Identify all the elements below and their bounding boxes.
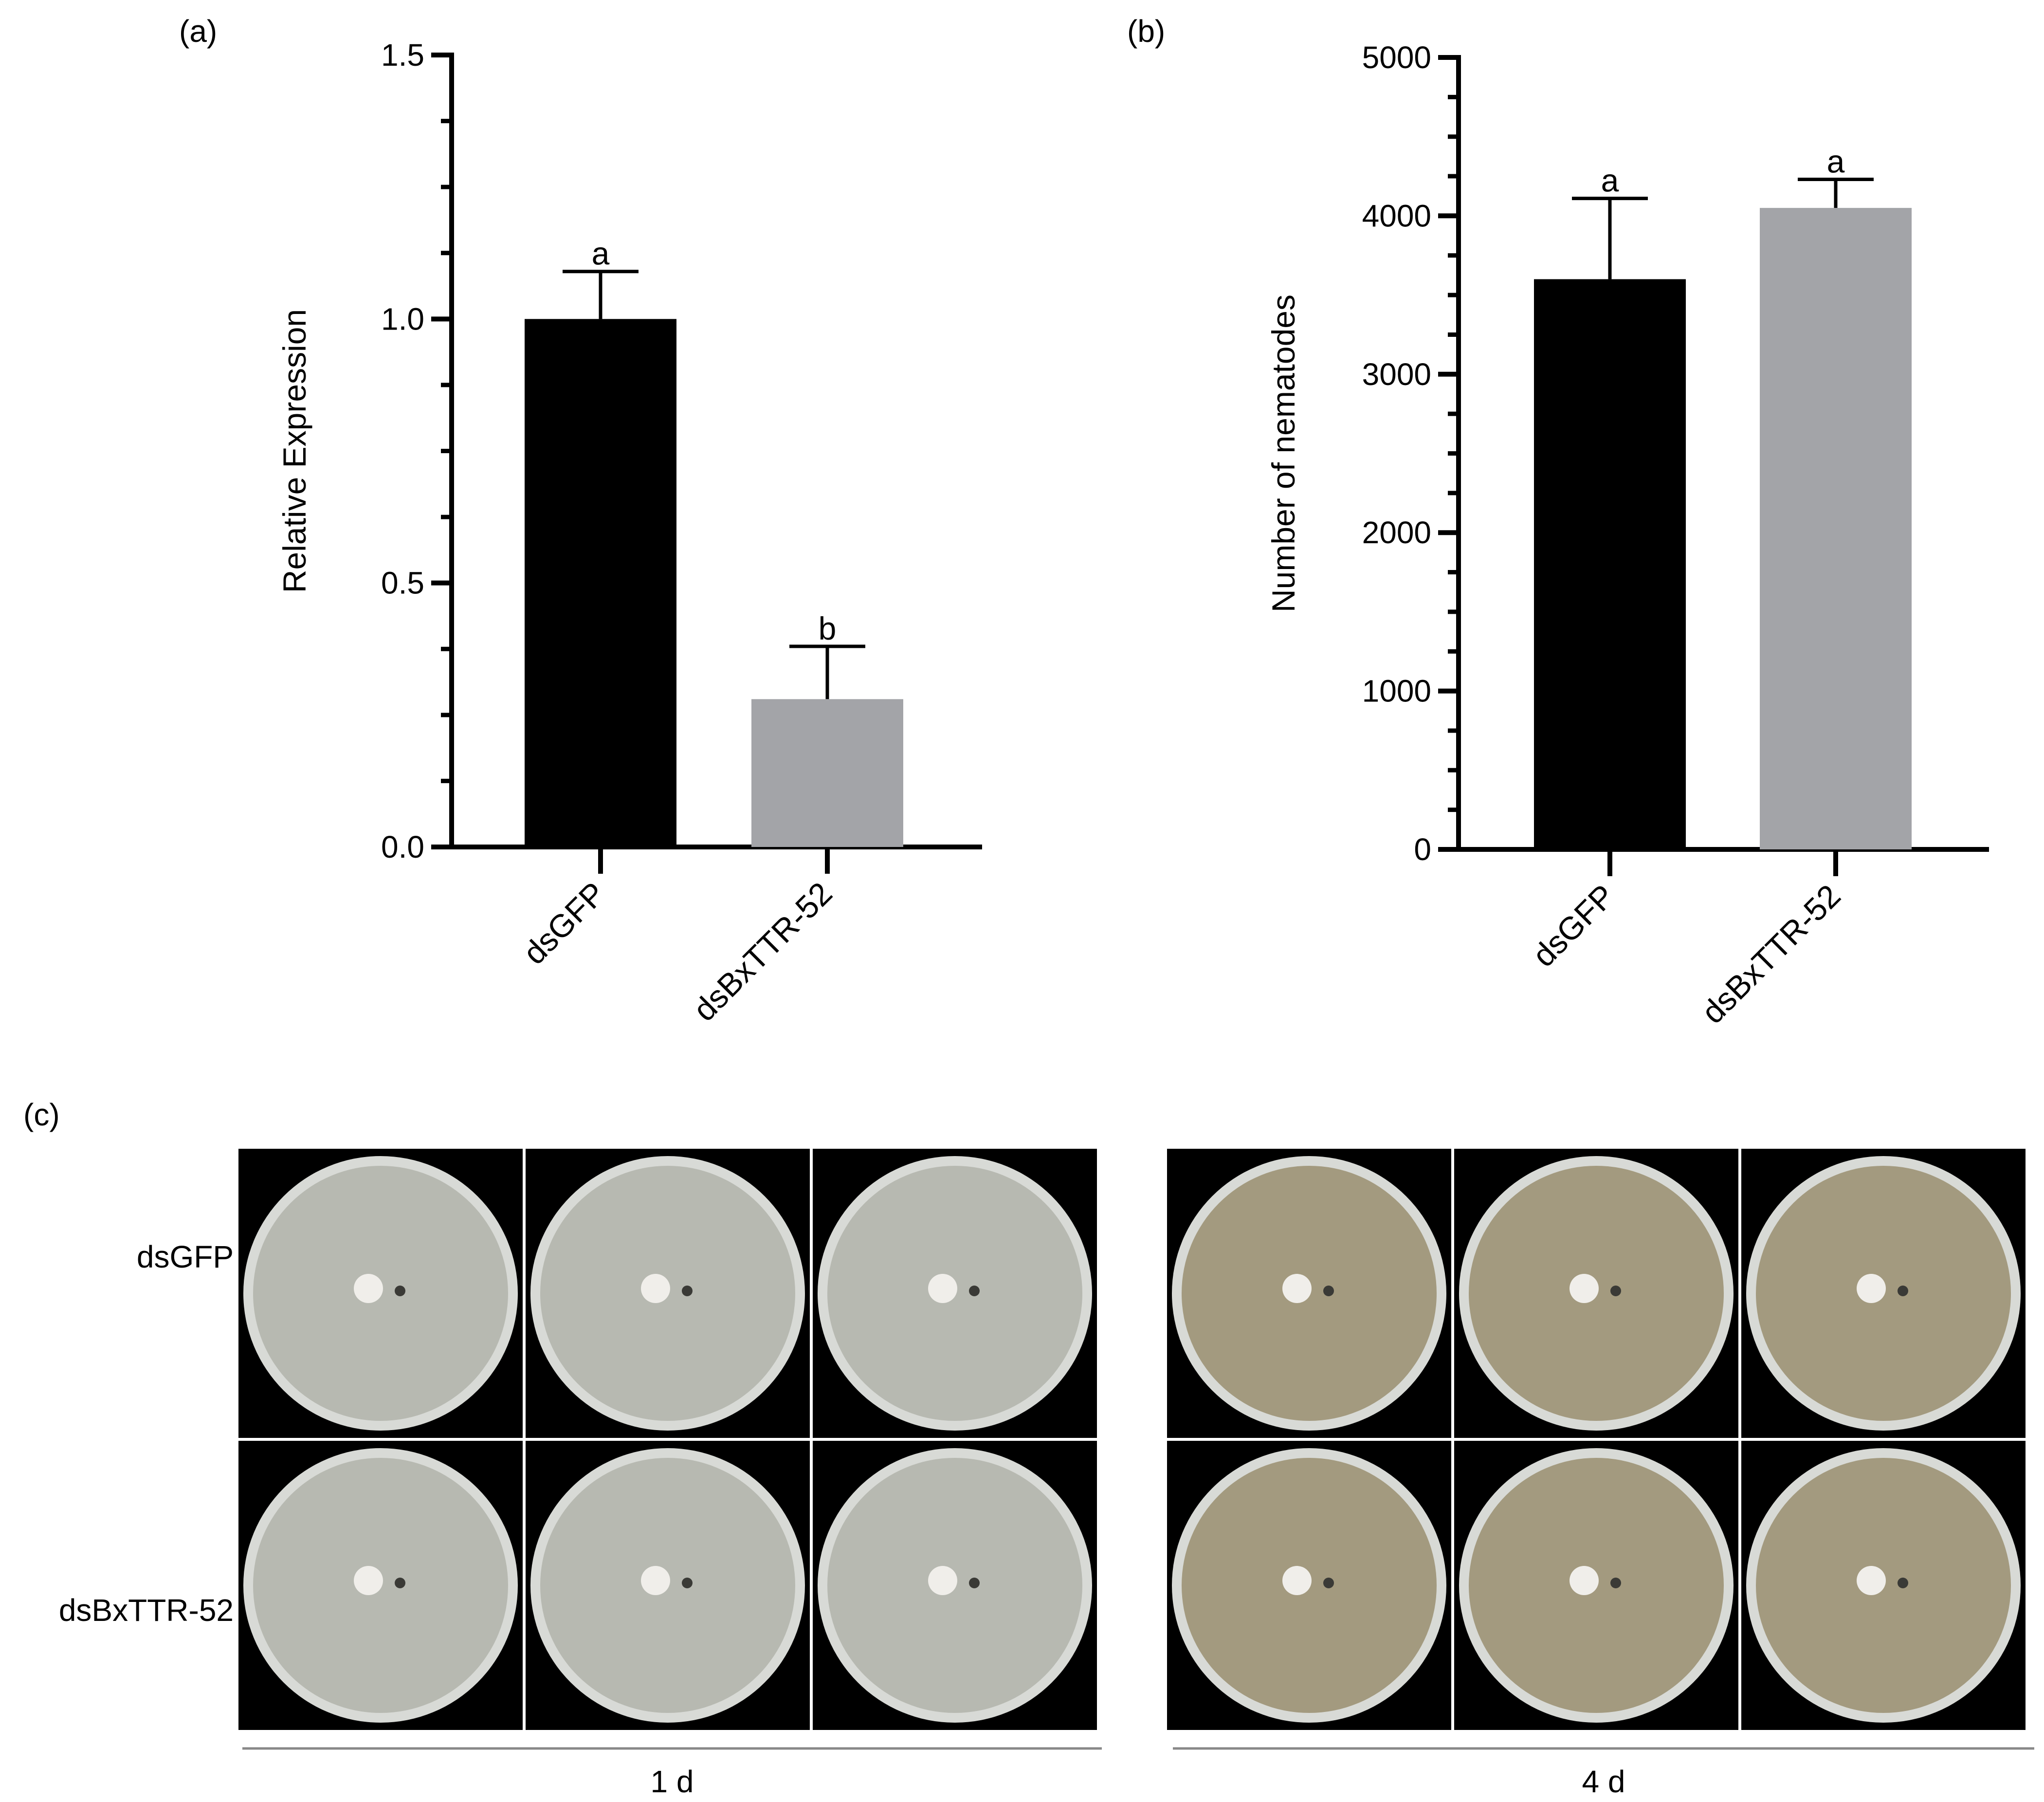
inoculation-point (1570, 1274, 1599, 1303)
inoculation-point (1570, 1566, 1599, 1595)
inoculation-point (1857, 1566, 1886, 1595)
x-tick-label-dsbxttr-52: dsBxTTR-52 (686, 875, 839, 1028)
y-tick-label: 1.5 (381, 37, 424, 73)
photo-row-label-dsgfp: dsGFP (137, 1239, 234, 1274)
panel-label-b: (b) (1127, 14, 1165, 49)
bar-dsgfp (525, 319, 676, 847)
y-tick-label: 5000 (1362, 40, 1431, 75)
panel-label-c: (c) (23, 1097, 60, 1132)
nematode-spot (969, 1286, 980, 1296)
nematode-spot (395, 1578, 405, 1588)
x-tick-label-dsbxttr-52: dsBxTTR-52 (1695, 878, 1847, 1030)
chart-a-relative-expression: 0.0 0.5 1.0 1.5 Relative Expression a dsGFP b ds… (276, 37, 982, 1028)
plate-grid (238, 1149, 2026, 1730)
y-axis-title: Number of nematodes (1265, 294, 1301, 612)
photo-row-label-dsbxttr52: dsBxTTR-52 (59, 1593, 234, 1628)
bar-dsbxttr-52 (751, 699, 903, 847)
bar-dsbxttr-52 (1760, 208, 1912, 849)
inoculation-point (928, 1274, 957, 1303)
y-tick-label: 4000 (1362, 198, 1431, 233)
panel-label-a: (a) (179, 14, 217, 49)
significance-letter-dsbxttr-52: b (819, 610, 837, 646)
inoculation-point (641, 1566, 670, 1595)
group-label-4d: 4 d (1582, 1764, 1625, 1799)
nematode-spot (1610, 1578, 1621, 1588)
nematode-spot (1898, 1286, 1908, 1296)
y-axis-title: Relative Expression (276, 309, 312, 593)
nematode-spot (395, 1286, 405, 1296)
inoculation-point (1857, 1274, 1886, 1303)
plate-photo-panel: dsGFP dsBxTTR-52 1 d 4 d (59, 1149, 2034, 1799)
y-tick-label: 3000 (1362, 357, 1431, 392)
significance-letter-dsgfp: a (592, 236, 610, 272)
nematode-spot (682, 1578, 693, 1588)
y-tick-label: 2000 (1362, 515, 1431, 550)
nematode-spot (1610, 1286, 1621, 1296)
inoculation-point (354, 1274, 383, 1303)
y-tick-label: 0 (1414, 832, 1431, 867)
inoculation-point (641, 1274, 670, 1303)
nematode-spot (1898, 1578, 1908, 1588)
group-label-1d: 1 d (651, 1764, 694, 1799)
x-tick-label-dsgfp: dsGFP (1525, 878, 1622, 974)
nematode-spot (1323, 1286, 1334, 1296)
nematode-spot (1323, 1578, 1334, 1588)
inoculation-point (1282, 1274, 1312, 1303)
significance-letter-dsbxttr-52: a (1827, 144, 1845, 180)
x-tick-label-dsgfp: dsGFP (516, 875, 612, 972)
nematode-spot (682, 1286, 693, 1296)
inoculation-point (928, 1566, 957, 1595)
significance-letter-dsgfp: a (1601, 163, 1619, 199)
inoculation-point (1282, 1566, 1312, 1595)
nematode-spot (969, 1578, 980, 1588)
chart-b-number-of-nematodes: 0 1000 2000 3000 4000 5000 Number of nematodes… (1265, 40, 1989, 1030)
inoculation-point (354, 1566, 383, 1595)
bar-dsgfp (1534, 279, 1686, 849)
y-tick-label: 1000 (1362, 674, 1431, 709)
y-tick-label: 0.0 (381, 829, 424, 864)
y-tick-label: 1.0 (381, 301, 424, 336)
y-tick-label: 0.5 (381, 566, 424, 601)
